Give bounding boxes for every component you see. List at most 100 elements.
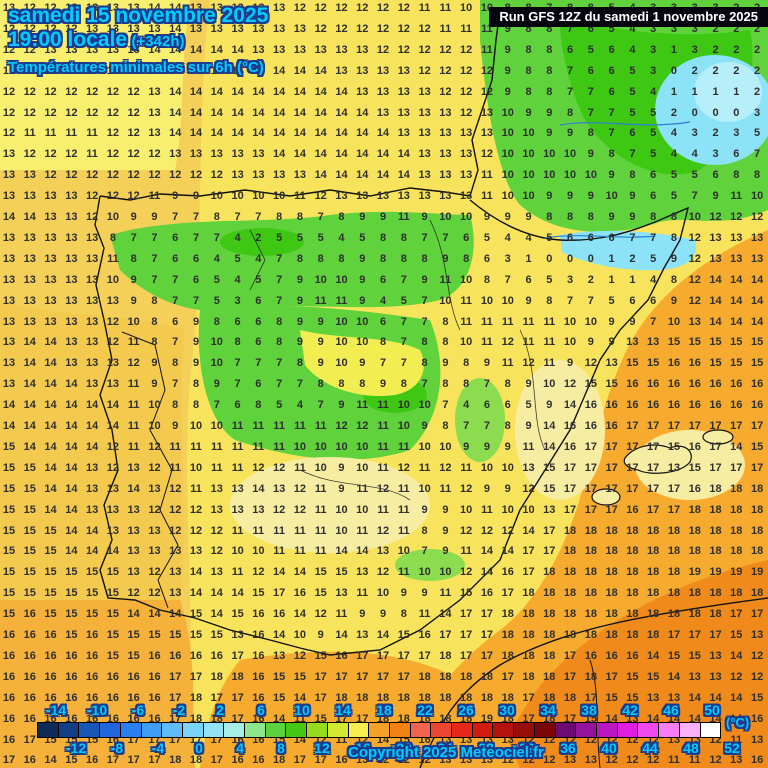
- temp-value: 18: [501, 608, 514, 621]
- temp-value: 12: [44, 22, 57, 35]
- temp-value: 13: [418, 85, 431, 98]
- temp-value: 18: [667, 587, 681, 600]
- temp-value: 9: [504, 440, 511, 453]
- temp-value: 9: [213, 378, 220, 391]
- temp-value: 9: [317, 315, 324, 328]
- temp-value: 13: [356, 64, 369, 77]
- temp-value: 7: [400, 357, 407, 370]
- temp-value: 14: [23, 378, 36, 391]
- temp-value: 9: [566, 127, 574, 140]
- temp-value: 13: [397, 106, 410, 119]
- temp-value: 5: [400, 294, 407, 307]
- temp-value: 14: [2, 211, 16, 223]
- temp-value: 15: [730, 357, 743, 370]
- temp-value: 13: [127, 64, 140, 77]
- temp-value: 12: [376, 566, 390, 579]
- temp-value: 7: [587, 294, 594, 307]
- temp-value: 7: [317, 211, 324, 223]
- temp-value: 13: [439, 127, 452, 140]
- temp-value: 12: [65, 2, 78, 14]
- temp-value: 19: [709, 566, 722, 579]
- island-ibiza: [591, 488, 621, 506]
- temp-value: 14: [127, 608, 140, 621]
- temp-value: 12: [293, 2, 307, 14]
- temp-value: 18: [522, 587, 535, 600]
- temp-value: 17: [335, 712, 348, 725]
- temp-value: 10: [439, 566, 452, 579]
- temp-value: 18: [397, 691, 410, 704]
- temp-value: 11: [252, 440, 265, 453]
- temp-value: 13: [252, 169, 265, 182]
- temp-value: 13: [667, 691, 681, 704]
- temp-value: 13: [169, 148, 182, 161]
- temp-value: 1: [525, 252, 532, 265]
- temp-value: 12: [460, 85, 473, 98]
- temp-value: 14: [356, 169, 369, 182]
- temp-value: 12: [314, 22, 327, 35]
- temp-value: 14: [273, 629, 286, 641]
- temp-value: 12: [397, 461, 410, 474]
- temp-value: 15: [85, 608, 99, 621]
- temp-value: 9: [546, 127, 553, 140]
- temp-value: 0: [670, 64, 678, 77]
- temp-value: 18: [647, 524, 660, 537]
- temp-value: 18: [563, 545, 577, 558]
- temp-value: 14: [730, 691, 743, 704]
- temp-value: 10: [667, 315, 681, 328]
- temp-value: 3: [691, 127, 698, 140]
- temp-value: 15: [2, 440, 16, 453]
- temp-value: 6: [234, 315, 241, 328]
- temp-value: 17: [169, 691, 182, 704]
- temp-value: 15: [44, 587, 57, 600]
- temp-value: 14: [480, 545, 494, 558]
- temp-value: 18: [709, 587, 722, 600]
- temp-value: 12: [106, 315, 120, 328]
- temp-value: 16: [730, 399, 743, 412]
- temp-value: 18: [647, 629, 660, 641]
- temp-value: 14: [44, 399, 57, 412]
- temp-value: 10: [750, 190, 764, 203]
- temp-value: 16: [23, 649, 36, 662]
- temp-value: 18: [563, 524, 577, 537]
- temp-value: 1: [608, 273, 615, 286]
- temp-value: 13: [460, 190, 473, 203]
- temp-value: 9: [504, 64, 511, 77]
- temp-value: 17: [605, 440, 618, 453]
- temp-value: 12: [397, 22, 410, 35]
- temp-value: 11: [730, 190, 743, 203]
- temp-value: 10: [543, 148, 556, 161]
- temp-value: 13: [335, 43, 348, 56]
- temp-value: 2: [733, 22, 740, 35]
- temp-value: 9: [296, 315, 303, 328]
- temp-value: 14: [23, 399, 36, 412]
- temp-value: 8: [525, 85, 532, 98]
- temp-value: 17: [169, 712, 182, 725]
- temp-value: 13: [44, 64, 57, 77]
- river-ebro: [544, 235, 656, 239]
- temp-value: 12: [730, 211, 743, 223]
- temp-value: 13: [23, 231, 36, 244]
- temp-value: 12: [376, 524, 390, 537]
- temp-value: 18: [605, 629, 618, 641]
- temp-value: 10: [356, 503, 369, 516]
- temp-value: 10: [439, 294, 452, 307]
- temp-value: 10: [127, 315, 140, 328]
- temp-value: 18: [688, 587, 701, 600]
- legend-color-scale: (°C) -14 -10 -6 -2 2 6 10 14 18 22 26 30 34 38 42 46 50-…: [0, 700, 768, 768]
- temp-value: 10: [335, 357, 348, 370]
- legend-tick-label: 36: [560, 740, 576, 756]
- temp-value: 2: [754, 22, 761, 35]
- temp-value: 18: [584, 587, 597, 600]
- temp-value: 7: [442, 231, 449, 244]
- temp-value: 12: [460, 43, 473, 56]
- temp-value: 18: [626, 566, 639, 579]
- temp-value: 15: [23, 545, 36, 558]
- legend-color-cell: [203, 723, 225, 737]
- temp-value: 8: [421, 357, 428, 370]
- temp-value: 9: [379, 211, 387, 223]
- temp-value: 15: [2, 503, 16, 516]
- temp-value: 3: [691, 22, 698, 35]
- temp-value: 17: [730, 420, 743, 432]
- temp-value: 13: [231, 2, 244, 14]
